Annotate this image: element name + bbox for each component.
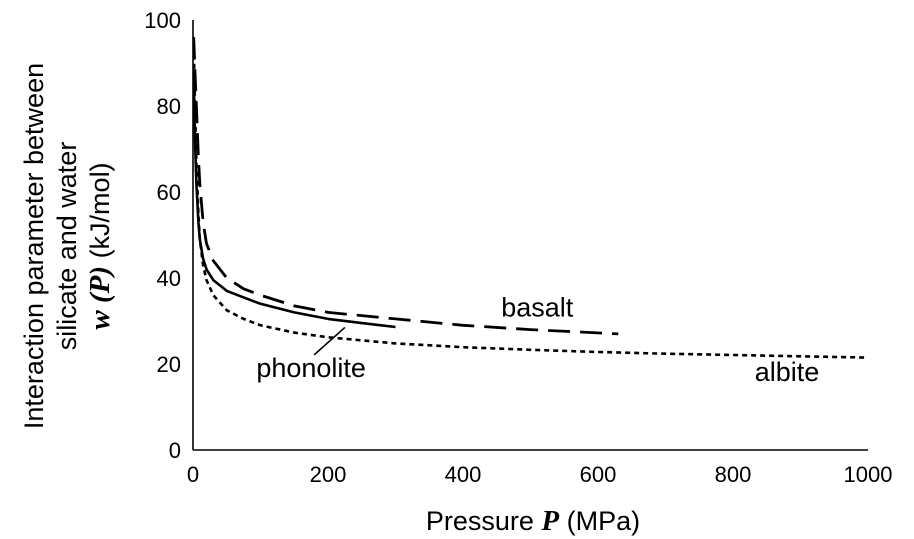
x-axis-label-symbol: P [540,505,559,537]
x-axis-label-prefix: Pressure [426,506,542,536]
y-tick-label: 40 [157,266,181,291]
y-tick-label: 60 [157,180,181,205]
series-label-basalt: basalt [501,293,574,323]
x-tick-label: 0 [187,462,199,487]
series-line-phonolite [192,75,396,329]
series-line-basalt [192,37,619,336]
series-label-albite: albite [755,357,820,387]
tick-labels: 0 200 400 600 800 1000 0 20 40 60 80 100 [144,8,892,487]
series-line-albite [192,45,869,359]
x-tick-label: 200 [310,462,347,487]
y-axis-label-line1: Interaction parameter between [19,63,49,429]
plot-area [192,37,869,359]
series-pointer-phonolite [313,326,346,356]
x-tick-label: 800 [715,462,752,487]
series-label-phonolite: phonolite [256,353,366,383]
y-tick-label: 100 [144,8,181,33]
series-annotations: basalt phonolite albite [256,293,819,388]
y-axis-label-unit: (kJ/mol) [85,162,115,266]
y-tick-label: 80 [157,94,181,119]
y-tick-label: 0 [169,438,181,463]
x-tick-label: 400 [445,462,482,487]
y-axis-label-symbol: w (P) [84,266,116,330]
y-axis-label-line3: w (P) (kJ/mol) [84,162,116,329]
y-axis-label-line2: silicate and water [52,142,82,351]
x-tick-label: 600 [580,462,617,487]
axes [192,20,868,451]
x-axis-label-suffix: (MPa) [559,506,640,536]
x-tick-label: 1000 [844,462,893,487]
y-tick-label: 20 [157,352,181,377]
x-axis-label: Pressure P (MPa) [426,505,640,537]
